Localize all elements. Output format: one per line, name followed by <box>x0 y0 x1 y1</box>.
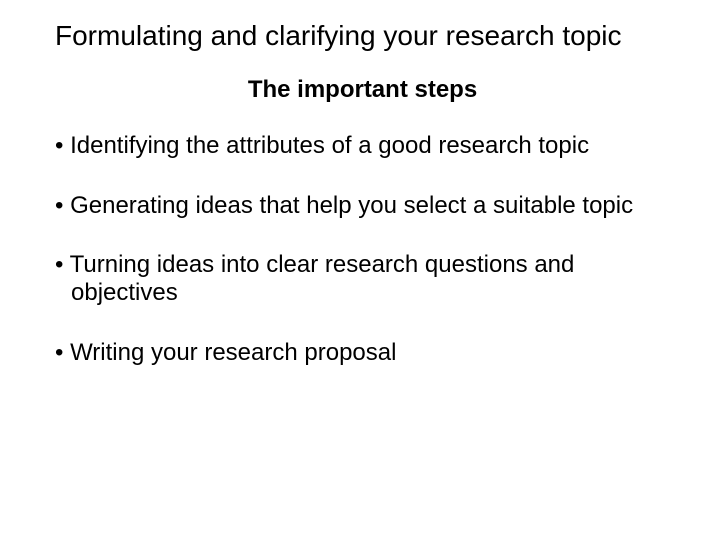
bullet-list: Identifying the attributes of a good res… <box>55 132 670 366</box>
slide-subtitle: The important steps <box>55 76 670 104</box>
slide-title: Formulating and clarifying your research… <box>55 20 670 52</box>
list-item: Turning ideas into clear research questi… <box>55 251 670 306</box>
slide: Formulating and clarifying your research… <box>0 0 720 540</box>
list-item: Generating ideas that help you select a … <box>55 192 670 220</box>
list-item: Identifying the attributes of a good res… <box>55 132 670 160</box>
list-item: Writing your research proposal <box>55 339 670 367</box>
